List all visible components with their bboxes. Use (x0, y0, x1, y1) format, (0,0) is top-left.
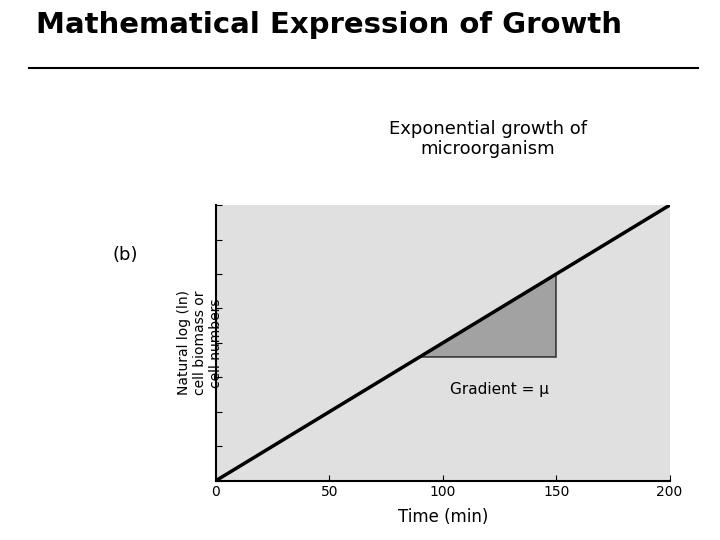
X-axis label: Time (min): Time (min) (397, 508, 488, 526)
Text: Exponential growth of
microorganism: Exponential growth of microorganism (389, 119, 587, 158)
Polygon shape (420, 274, 557, 356)
Text: Mathematical Expression of Growth: Mathematical Expression of Growth (36, 11, 622, 39)
Text: Gradient = μ: Gradient = μ (450, 382, 549, 397)
Y-axis label: Natural log (ln)
cell biomass or
cell numbers: Natural log (ln) cell biomass or cell nu… (177, 291, 223, 395)
Text: (b): (b) (112, 246, 138, 264)
